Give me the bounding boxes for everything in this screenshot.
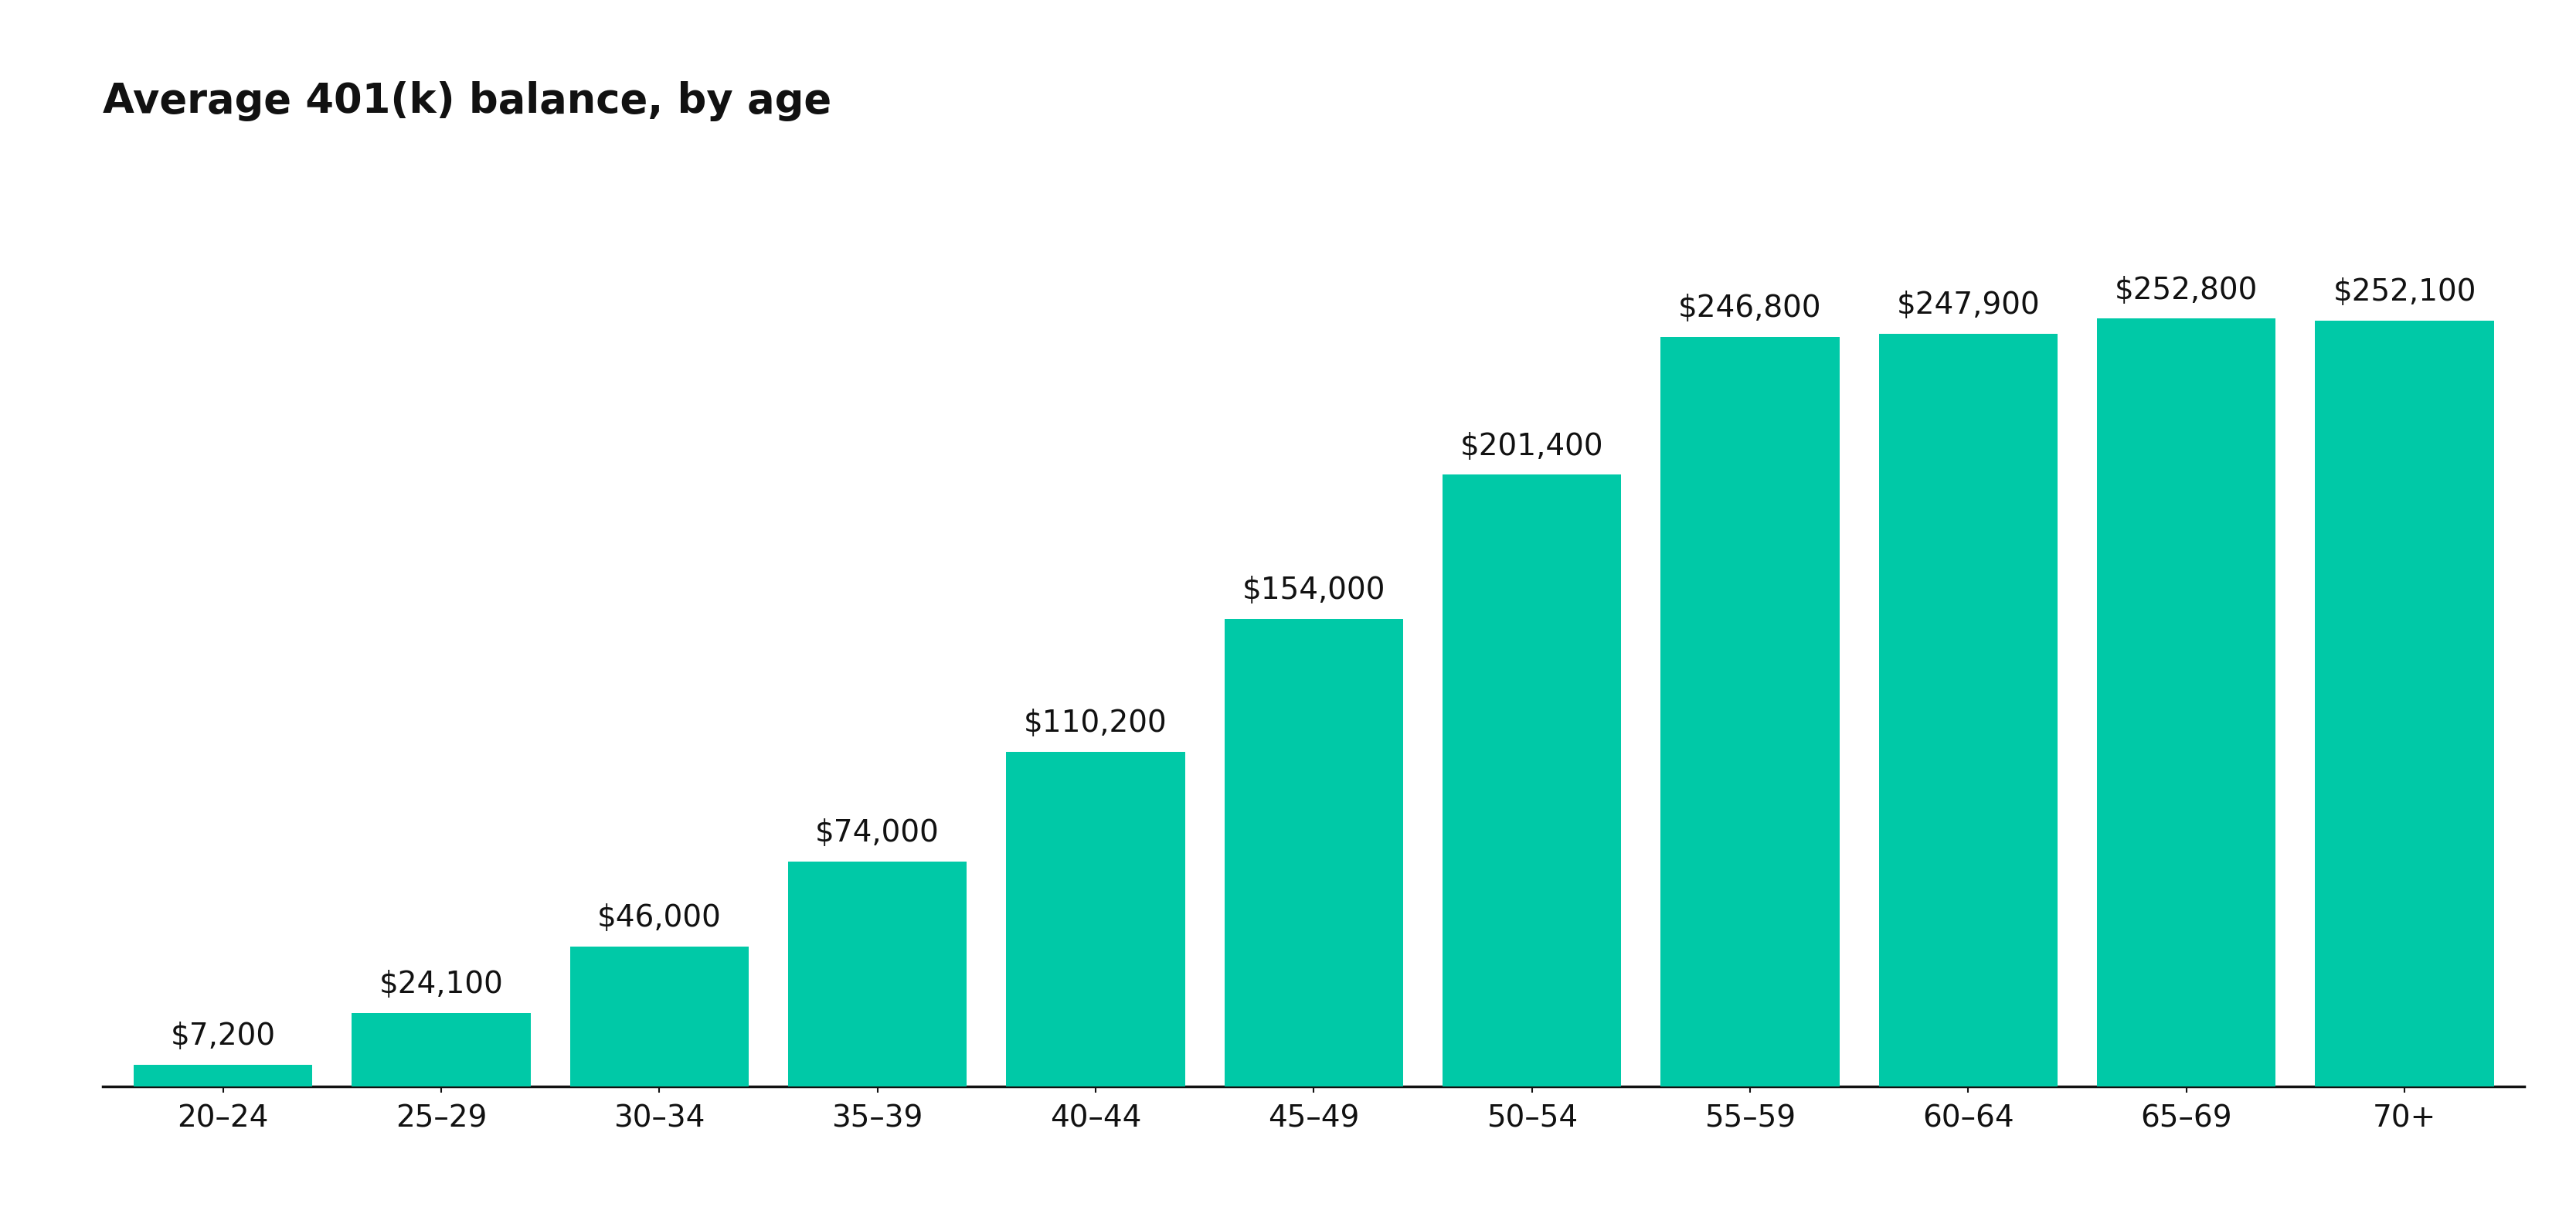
Bar xyxy=(1662,337,1839,1086)
Bar xyxy=(1007,752,1185,1086)
Bar xyxy=(2316,321,2494,1086)
Text: $252,800: $252,800 xyxy=(2115,275,2259,305)
Bar xyxy=(1878,333,2058,1086)
Text: $74,000: $74,000 xyxy=(817,818,940,847)
Bar xyxy=(1224,619,1404,1086)
Text: Average 401(k) balance, by age: Average 401(k) balance, by age xyxy=(103,81,832,121)
Text: $7,200: $7,200 xyxy=(170,1021,276,1051)
Bar xyxy=(134,1065,312,1086)
Text: $110,200: $110,200 xyxy=(1023,709,1167,737)
Bar xyxy=(353,1013,531,1086)
Bar xyxy=(788,862,966,1086)
Text: $46,000: $46,000 xyxy=(598,904,721,933)
Text: $252,100: $252,100 xyxy=(2334,278,2476,307)
Text: $247,900: $247,900 xyxy=(1896,291,2040,320)
Bar xyxy=(1443,474,1620,1086)
Bar xyxy=(569,946,750,1086)
Bar xyxy=(2097,319,2275,1086)
Text: $154,000: $154,000 xyxy=(1242,576,1386,605)
Text: $201,400: $201,400 xyxy=(1461,432,1605,461)
Text: $24,100: $24,100 xyxy=(379,970,502,999)
Text: $246,800: $246,800 xyxy=(1680,293,1821,323)
